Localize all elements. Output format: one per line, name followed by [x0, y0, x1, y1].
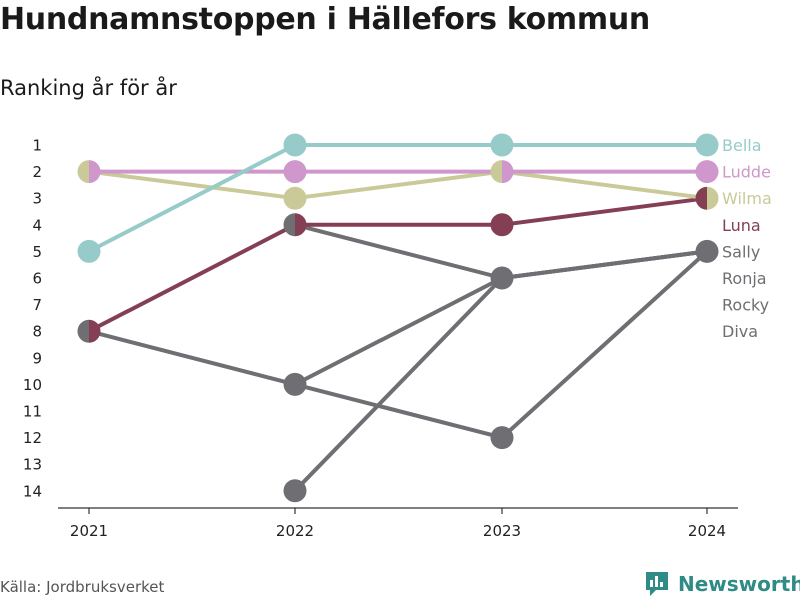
source-note: Källa: Jordbruksverket: [0, 578, 165, 596]
x-tick-label: 2024: [688, 522, 726, 540]
data-point-bella: [77, 239, 101, 263]
data-point-rocky-luna-right: [89, 319, 101, 343]
data-point-wilma-ludde-right: [502, 160, 514, 184]
end-label-sally: Sally: [722, 242, 760, 261]
end-label-rocky: Rocky: [722, 296, 769, 315]
y-tick-label: 10: [23, 376, 42, 394]
series-line-rocky: [87, 249, 709, 440]
data-point-wilma-ludde-left: [77, 160, 89, 184]
data-point-wilma-ludde-left: [490, 160, 502, 184]
data-point-bella: [283, 133, 307, 157]
x-tick-label: 2022: [276, 522, 314, 540]
end-label-ludde: Ludde: [722, 163, 771, 182]
y-tick-label: 13: [23, 456, 42, 474]
end-label-bella: Bella: [722, 136, 762, 155]
y-tick-label: 2: [32, 163, 42, 181]
data-point-luna-wilma-left: [695, 186, 707, 210]
data-point-sally-luna-right: [295, 213, 307, 237]
y-tick-label: 8: [32, 323, 42, 341]
end-labels: Bella Ludde Wilma Luna Sally Ronja Rocky Diva: [722, 136, 772, 341]
y-tick-label: 3: [32, 190, 42, 208]
data-point-ludde: [283, 160, 307, 184]
data-point-luna-wilma-right: [707, 186, 719, 210]
newsworthy-logo-icon: [646, 572, 668, 596]
end-label-ronja: Ronja: [722, 269, 767, 288]
end-label-wilma: Wilma: [722, 189, 772, 208]
brand-logo: Newsworthy: [644, 570, 800, 598]
data-point-luna: [490, 213, 514, 237]
y-tick-label: 7: [32, 296, 42, 314]
y-tick-label: 11: [23, 403, 42, 421]
data-point-diva: [283, 479, 307, 503]
end-label-luna: Luna: [722, 216, 761, 235]
x-tick-label: 2021: [70, 522, 108, 540]
data-point-rocky-ronja: [283, 372, 307, 396]
data-point-bella: [490, 133, 514, 157]
data-point-sally-luna-left: [283, 213, 295, 237]
y-tick-label: 4: [32, 216, 42, 234]
y-tick-label: 9: [32, 349, 42, 367]
data-point-rocky-luna-left: [77, 319, 89, 343]
data-point-rocky: [490, 426, 514, 450]
data-point-bella: [695, 133, 719, 157]
y-tick-label: 14: [23, 482, 42, 500]
x-tick-label: 2023: [483, 522, 521, 540]
series-points: [77, 133, 719, 503]
x-axis-ticks: 2021 2022 2023 2024: [70, 508, 726, 540]
brand-name: Newsworthy: [678, 572, 800, 596]
data-point-diva-ronja-sally: [490, 266, 514, 290]
series-lines: [87, 143, 709, 493]
data-point-ludde: [695, 160, 719, 184]
chart-title: Hundnamnstoppen i Hällefors kommun: [0, 2, 650, 37]
y-tick-label: 6: [32, 270, 42, 288]
end-label-diva: Diva: [722, 322, 758, 341]
series-line-luna: [87, 196, 709, 334]
data-point-wilma: [283, 186, 307, 210]
series-line-wilma: [87, 169, 709, 201]
y-tick-label: 1: [32, 137, 42, 155]
y-tick-label: 12: [23, 429, 42, 447]
series-line-bella: [87, 143, 709, 254]
y-tick-label: 5: [32, 243, 42, 261]
data-point-wilma-ludde-right: [89, 160, 101, 184]
data-point-diva-rocky-ronja-sally: [695, 239, 719, 263]
chart-subtitle: Ranking år för år: [0, 76, 177, 100]
